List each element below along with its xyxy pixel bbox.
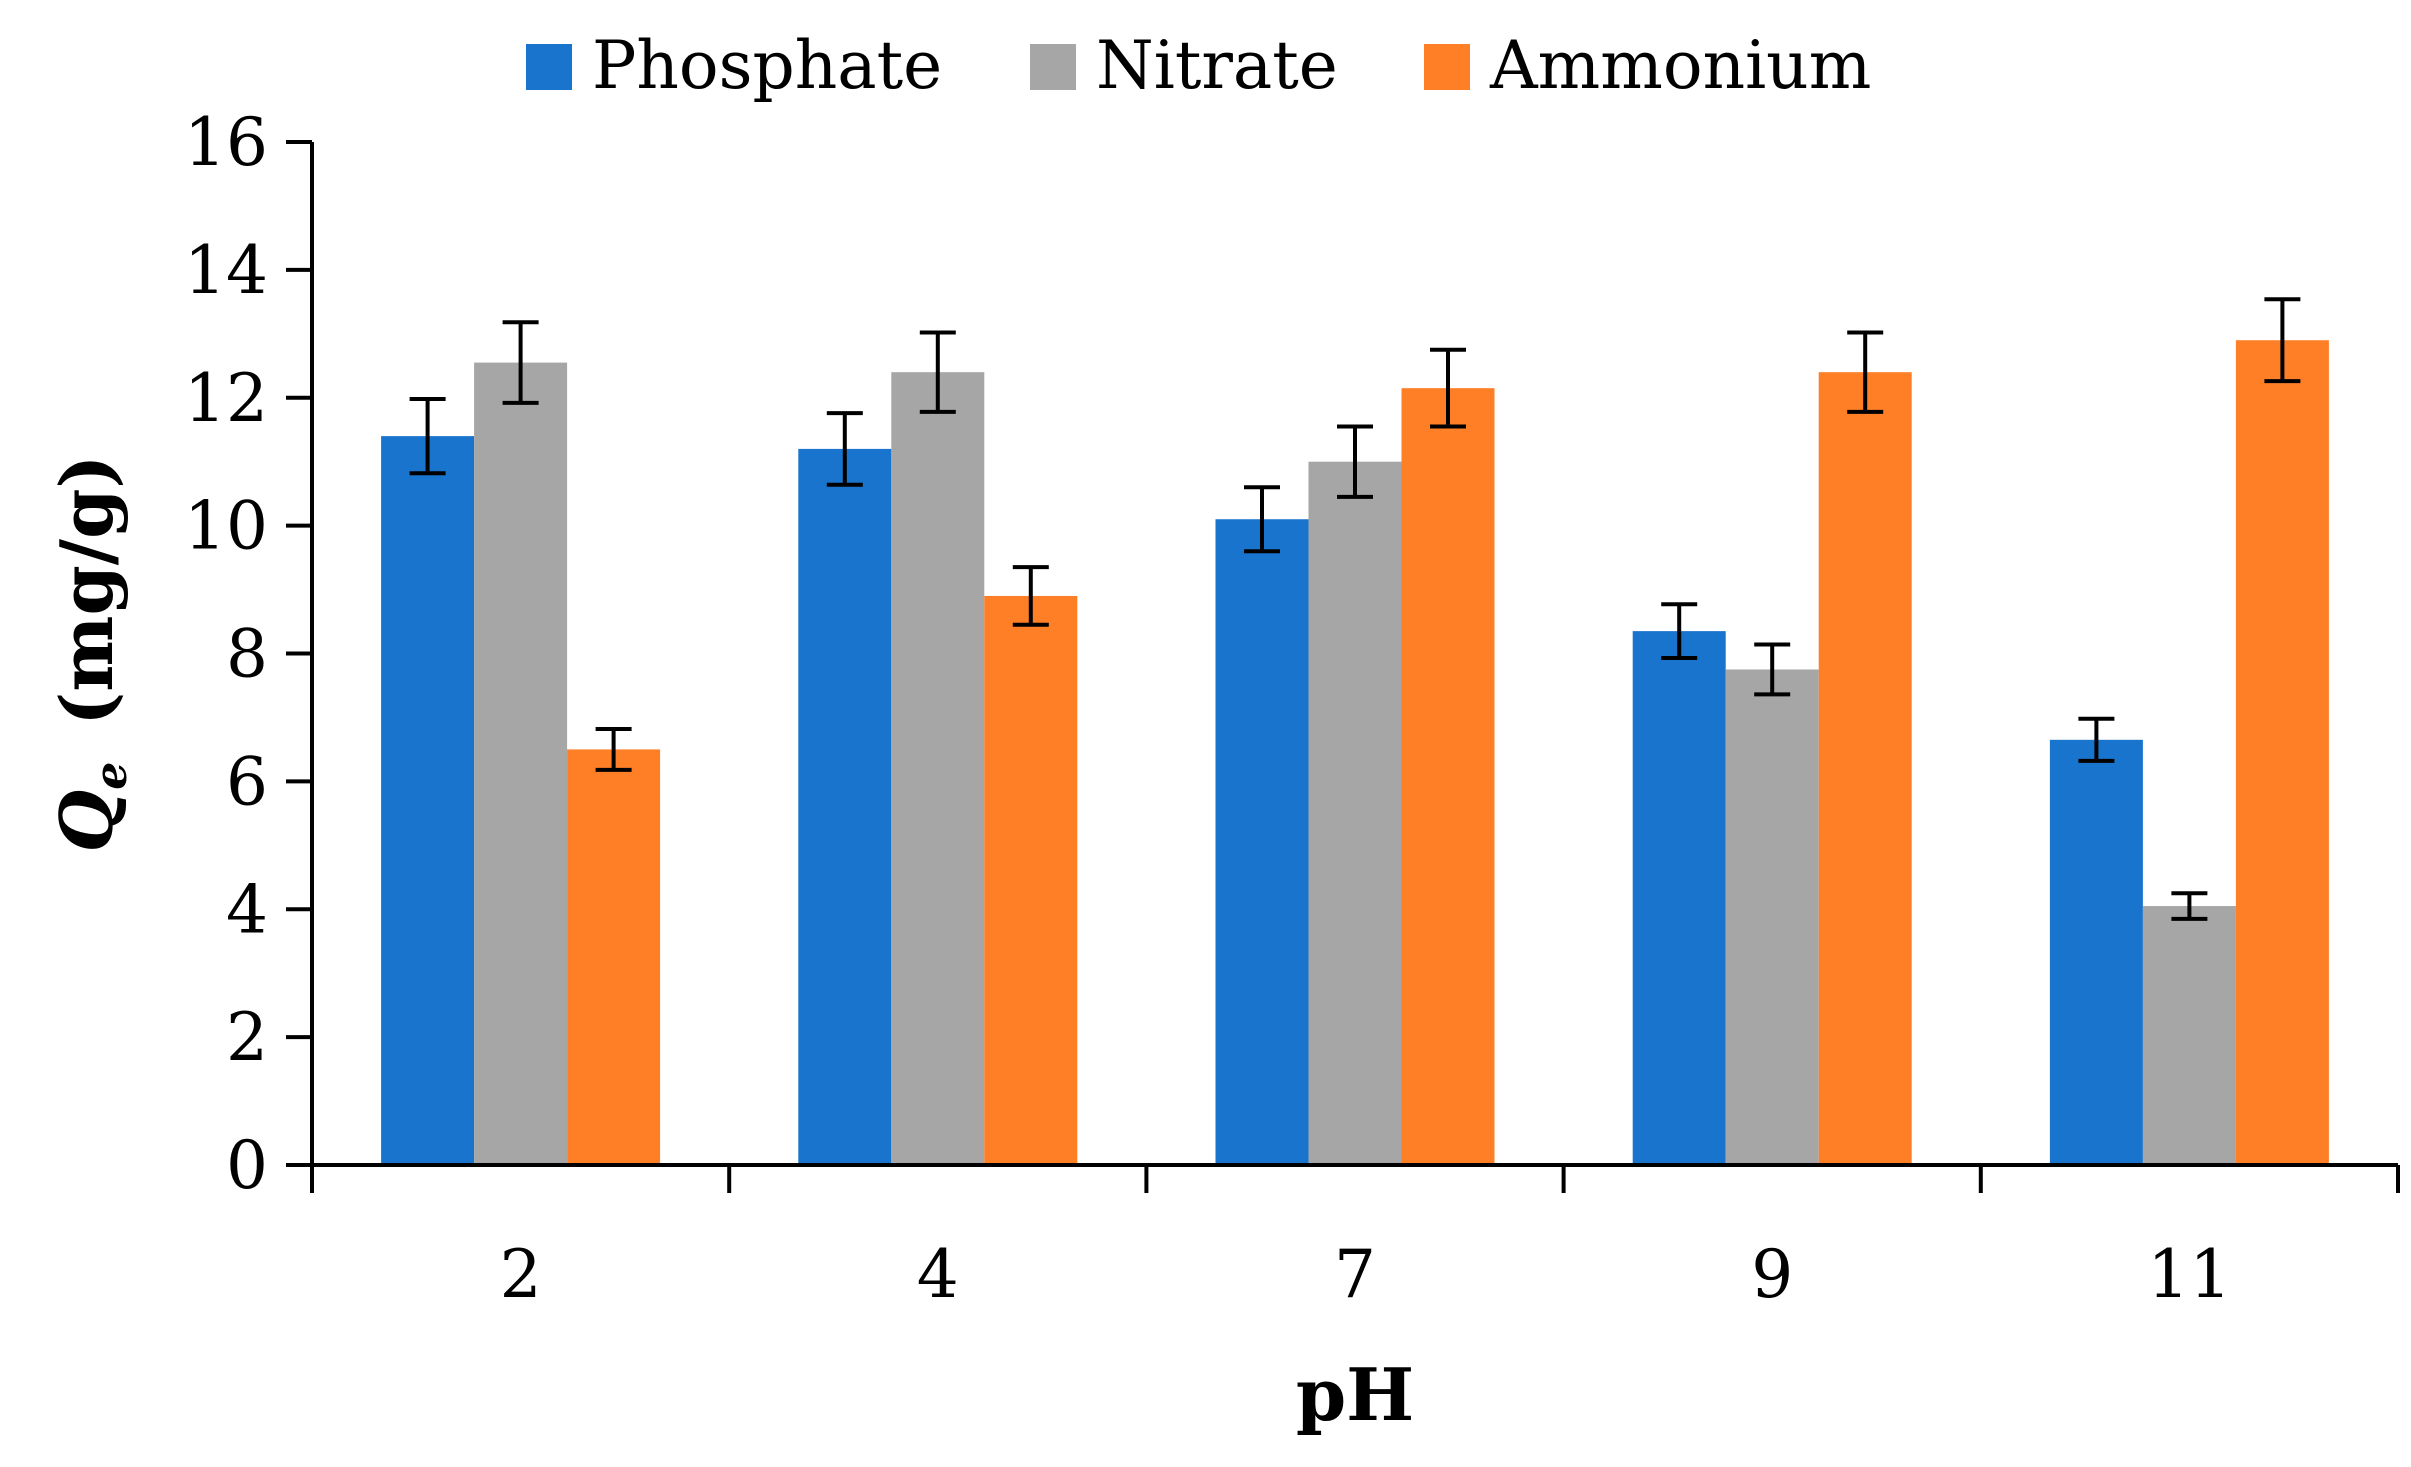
legend-label-ammonium: Ammonium: [1489, 27, 1871, 104]
legend-swatch-phosphate: [526, 44, 572, 90]
error-bar-nitrate-ph-4: [919, 330, 956, 414]
error-bar-ammonium-ph-2: [595, 726, 632, 772]
bar-ammonium-ph-9: [1818, 372, 1912, 1165]
bar-nitrate-ph-11: [2142, 906, 2236, 1165]
y-tick-label-14: 14: [184, 232, 268, 309]
error-bar-phosphate-ph-7: [1244, 485, 1280, 554]
bar-ammonium-ph-4: [984, 595, 1078, 1165]
bar-ammonium-ph-2: [567, 749, 661, 1165]
error-bar-ammonium-ph-9: [1847, 330, 1884, 414]
error-bar-phosphate-ph-2: [409, 397, 446, 476]
bar-nitrate-ph-9: [1725, 669, 1819, 1165]
bar-nitrate-ph-7: [1308, 461, 1402, 1165]
x-axis-title: pH: [1296, 1352, 1414, 1437]
x-tick-label-2: 2: [500, 1236, 542, 1313]
y-tick-label-2: 2: [226, 999, 268, 1076]
error-bar-phosphate-ph-11: [2078, 716, 2115, 763]
legend-item-ammonium: Ammonium: [1424, 27, 1871, 104]
error-bar-phosphate-ph-4: [826, 411, 863, 487]
error-bar-nitrate-ph-7: [1337, 424, 1373, 499]
y-tick-label-6: 6: [226, 743, 268, 820]
y-tick-label-16: 16: [184, 104, 268, 181]
error-bar-ammonium-ph-7: [1430, 347, 1466, 429]
y-axis-title: Qe (mg/g): [44, 454, 137, 852]
bar-nitrate-ph-4: [891, 372, 985, 1165]
y-axis-title-unit: (mg/g): [44, 454, 129, 725]
legend-swatch-nitrate: [1030, 44, 1076, 90]
bar-ammonium-ph-11: [2235, 340, 2329, 1165]
bar-phosphate-ph-11: [2049, 739, 2143, 1165]
error-bar-ammonium-ph-11: [2264, 297, 2301, 384]
y-axis-title-q: Q: [44, 790, 129, 853]
y-axis-title-subscript: e: [86, 762, 137, 790]
error-bar-nitrate-ph-11: [2171, 891, 2208, 921]
y-tick-label-8: 8: [226, 616, 268, 693]
legend: Phosphate Nitrate Ammonium: [526, 27, 1871, 104]
legend-item-nitrate: Nitrate: [1030, 27, 1338, 104]
bar-phosphate-ph-2: [381, 436, 475, 1165]
x-tick-label-4: 4: [917, 1236, 959, 1313]
error-bar-phosphate-ph-9: [1661, 602, 1698, 660]
bar-ammonium-ph-7: [1401, 388, 1495, 1165]
bar-phosphate-ph-7: [1215, 519, 1309, 1165]
bar-phosphate-ph-9: [1632, 631, 1726, 1165]
legend-label-phosphate: Phosphate: [592, 27, 942, 104]
x-tick-label-11: 11: [2147, 1236, 2231, 1313]
error-bar-nitrate-ph-9: [1754, 642, 1791, 697]
bar-phosphate-ph-4: [798, 448, 892, 1165]
y-tick-label-0: 0: [226, 1127, 268, 1204]
x-tick-label-9: 9: [1751, 1236, 1793, 1313]
bars-group: [381, 340, 2329, 1166]
bar-nitrate-ph-2: [474, 362, 568, 1166]
axes-group: 0 2 4 6 8 10 12 14 16 2 4 7 9 11: [184, 104, 2400, 1313]
legend-swatch-ammonium: [1424, 44, 1470, 90]
error-bar-ammonium-ph-4: [1012, 565, 1049, 627]
error-bars-group: [409, 297, 2301, 921]
x-tick-label-7: 7: [1334, 1236, 1376, 1313]
y-tick-label-12: 12: [184, 360, 268, 437]
y-tick-label-4: 4: [226, 871, 268, 948]
error-bar-nitrate-ph-2: [502, 320, 539, 405]
legend-label-nitrate: Nitrate: [1096, 27, 1338, 104]
y-tick-label-10: 10: [184, 488, 268, 565]
legend-item-phosphate: Phosphate: [526, 27, 942, 104]
